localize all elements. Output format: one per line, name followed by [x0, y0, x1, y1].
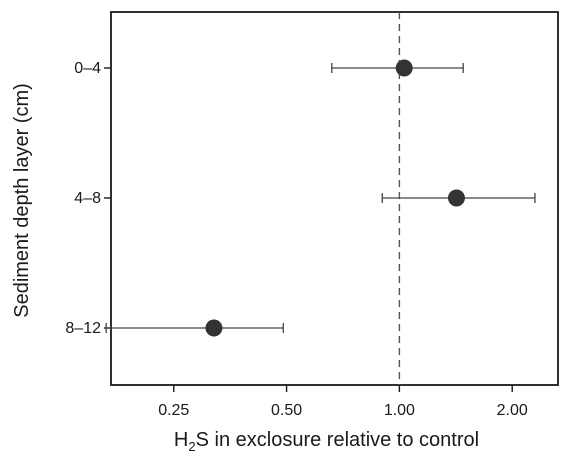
data-point — [205, 319, 223, 337]
x-tick-label: 0.25 — [158, 402, 189, 419]
x-axis-label-subscript: 2 — [188, 439, 195, 454]
y-axis: 0–4 4–8 8–12 — [65, 60, 111, 337]
x-axis-label-prefix: H — [174, 429, 188, 451]
data-point-group — [331, 59, 464, 77]
y-tick-label: 4–8 — [74, 190, 101, 207]
data-point-group — [381, 189, 536, 207]
data-point-group — [105, 319, 284, 337]
y-tick-label: 0–4 — [74, 60, 101, 77]
y-tick-label: 8–12 — [65, 320, 101, 337]
x-tick-label: 1.00 — [384, 402, 415, 419]
y-axis-label: Sediment depth layer (cm) — [11, 83, 33, 318]
data-series — [105, 59, 536, 337]
x-axis: 0.25 0.50 1.00 2.00 — [158, 385, 528, 419]
x-tick-label: 0.50 — [271, 402, 302, 419]
x-axis-label: H2S in exclosure relative to control — [174, 429, 479, 454]
x-tick-label: 2.00 — [497, 402, 528, 419]
x-axis-label-suffix: S in exclosure relative to control — [196, 429, 479, 451]
data-point — [447, 189, 465, 207]
data-point — [395, 59, 413, 77]
